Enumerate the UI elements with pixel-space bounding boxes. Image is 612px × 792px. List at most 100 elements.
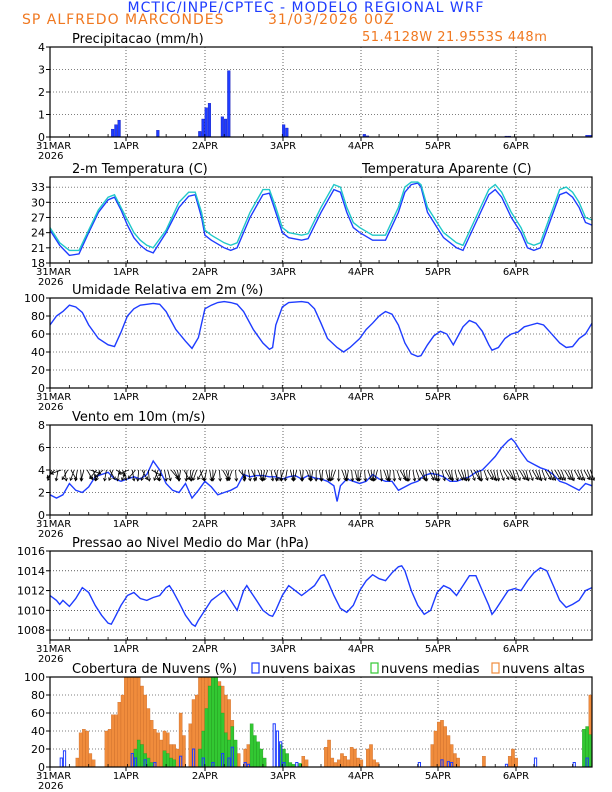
wind-barb-head <box>270 477 275 482</box>
wind-barb <box>541 469 547 481</box>
x-tick-label: 6APR <box>503 141 529 152</box>
wind-barb <box>415 469 421 481</box>
wind-barb <box>75 469 78 481</box>
wind-barb <box>383 469 389 481</box>
humidity-y-tick-label: 0 <box>38 382 45 395</box>
cloud-bar-altas <box>301 756 306 768</box>
wind-barb-head <box>192 477 196 482</box>
x-tick-label: 1APR <box>113 392 139 403</box>
x-tick-label: 4APR <box>348 141 374 152</box>
cloud-legend-label: nuvens baixas <box>262 662 356 677</box>
wind-barb-head <box>522 476 526 481</box>
wind-barb-head <box>136 478 140 482</box>
wind-barb <box>586 469 593 481</box>
wind-barb-head <box>156 477 160 482</box>
wind-barb-head <box>586 476 590 481</box>
clouds-y-tick-label: 80 <box>31 689 45 702</box>
cloud-bar-altas <box>482 756 486 768</box>
humidity-series-line <box>50 300 592 358</box>
wind-barb <box>573 469 581 480</box>
wind-y-tick-label: 4 <box>38 464 45 477</box>
cloud-bar-altas <box>430 744 435 768</box>
wind-barb-head <box>537 476 541 481</box>
wind-barb-head <box>157 477 162 482</box>
wind-barb <box>50 469 62 475</box>
wind-barb-head <box>462 477 467 482</box>
wind-barb-head <box>543 477 547 482</box>
header-title: MCTIC/INPE/CPTEC - MODELO REGIONAL WRF <box>127 0 485 16</box>
precip-bar <box>220 116 224 138</box>
wind-barb <box>470 469 476 481</box>
cloud-bar-altas <box>514 757 518 768</box>
cloud-bar-altas <box>188 723 193 768</box>
cloud-bar-medias <box>207 685 212 768</box>
x-tick-label: 5APR <box>425 141 451 152</box>
wind-barb <box>538 469 542 481</box>
wind-barb-head <box>252 478 257 482</box>
cloud-legend-label: nuvens medias <box>381 662 480 677</box>
wind-barb <box>346 469 349 481</box>
wind-barb-head <box>513 477 517 482</box>
wind-barb <box>178 469 182 481</box>
wind-barb <box>329 469 333 481</box>
wind-barb-head <box>479 478 484 482</box>
precip-y-tick-label: 1 <box>38 109 45 122</box>
wind-barb <box>262 469 265 481</box>
wind-y-tick-label: 2 <box>38 487 45 500</box>
wind-barb <box>222 469 229 480</box>
wind-barb-head <box>319 478 324 482</box>
wind-barb-head <box>397 477 402 482</box>
wind-barb-head <box>64 477 68 482</box>
wind-barb-head <box>392 478 397 482</box>
wind-barb-head <box>455 477 459 482</box>
clouds-title: Cobertura de Nuvens (%) <box>72 662 237 677</box>
wind-barb <box>108 469 114 481</box>
x-tick-label: 5APR <box>425 644 451 655</box>
wind-barb <box>399 469 406 480</box>
cloud-bar-altas <box>88 753 93 768</box>
wind-barb-head <box>530 477 534 482</box>
cloud-bar-altas <box>117 702 122 768</box>
wind-barb <box>61 469 69 480</box>
wind-barb <box>454 469 459 481</box>
wind-barb <box>483 469 489 481</box>
cloud-bar-altas <box>369 744 373 768</box>
cloud-bar-medias <box>288 762 293 768</box>
wind-barb <box>131 469 135 481</box>
wind-barb <box>95 469 101 481</box>
wind-barb-head <box>127 475 132 479</box>
cloud-bar-altas <box>507 756 512 768</box>
cloud-legend-swatch <box>370 662 379 674</box>
wind-barb <box>190 469 194 481</box>
wind-barb-head <box>144 476 148 481</box>
clouds-y-tick-label: 100 <box>24 671 45 684</box>
wind-barb <box>141 469 146 481</box>
pressure-title: Pressao ao Nivel Medio do Mar (hPa) <box>72 536 309 551</box>
wind-barb-head <box>314 478 319 482</box>
wind-barb <box>109 469 116 480</box>
cloud-bar-medias <box>165 753 170 768</box>
cloud-bar-medias <box>259 748 264 768</box>
wind-barb <box>359 469 362 481</box>
cloud-bar-altas <box>359 759 364 768</box>
cloud-bar-altas <box>111 714 115 768</box>
cloud-legend-swatch <box>251 662 260 674</box>
cloud-bar-altas <box>324 747 328 768</box>
wind-barb <box>158 469 162 481</box>
x-tick-label: 1APR <box>113 141 139 152</box>
wind-barb <box>293 469 298 481</box>
wind-barb <box>374 469 378 481</box>
clouds-y-tick-label: 0 <box>38 761 45 774</box>
wind-barb <box>185 469 188 481</box>
wind-barb <box>570 469 575 481</box>
wind-barb-head <box>153 477 157 482</box>
wind-barb <box>64 469 67 481</box>
wind-barb <box>104 469 107 481</box>
cloud-bar-baixas <box>59 757 63 768</box>
humidity-y-tick-label: 80 <box>31 310 45 323</box>
wind-barb-head <box>535 476 539 481</box>
precip-bar <box>117 119 121 138</box>
wind-barb <box>218 469 221 481</box>
wind-y-tick-label: 6 <box>38 442 45 455</box>
cloud-bar-altas <box>156 732 160 768</box>
